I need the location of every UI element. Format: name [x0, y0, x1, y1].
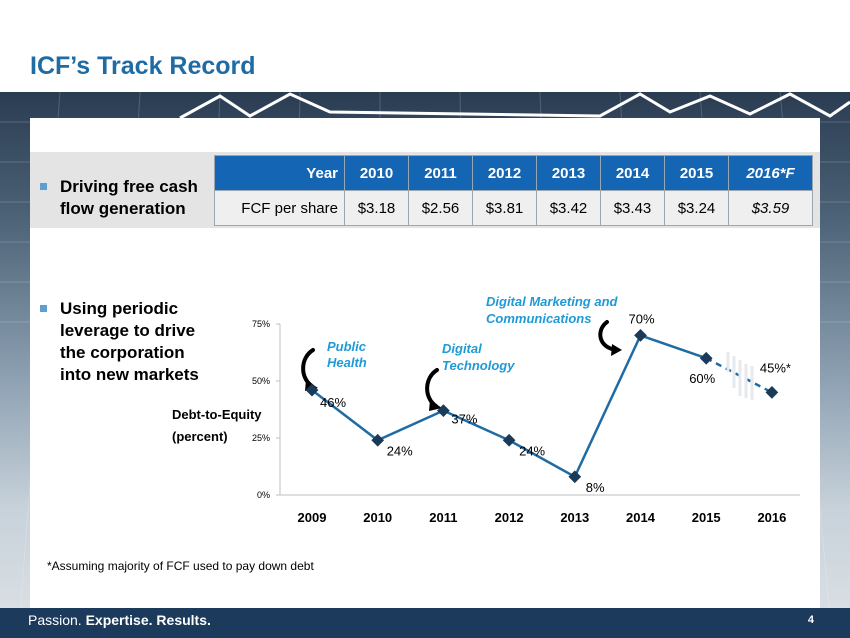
data-label: 24% — [519, 443, 545, 458]
data-point — [699, 351, 713, 365]
y-tick-label: 25% — [252, 433, 270, 443]
data-label: 45%* — [760, 360, 791, 375]
bullet-text: flow generation — [60, 199, 186, 218]
bullet-fcf: Driving free cash flow generation — [40, 176, 198, 220]
footer-word: Passion. — [28, 612, 82, 628]
annotation-public-health: Health — [327, 355, 367, 370]
data-point — [305, 383, 319, 397]
annotation-digital-marketing: Digital Marketing and — [486, 294, 619, 309]
data-point — [437, 404, 450, 418]
table-header-cell: 2012 — [472, 155, 537, 191]
bullet-leverage: Using periodic leverage to drive the cor… — [40, 298, 199, 386]
curved-arrow-icon — [425, 368, 439, 408]
footer-tagline: Passion. Expertise. Results. — [28, 612, 211, 628]
data-label: 60% — [689, 371, 715, 386]
footnote: *Assuming majority of FCF used to pay do… — [47, 559, 314, 573]
table-cell: $3.18 — [344, 190, 409, 226]
data-label: 37% — [451, 412, 477, 427]
table-cell: $3.42 — [536, 190, 601, 226]
y-tick-label: 50% — [252, 376, 270, 386]
slide-title: ICF’s Track Record — [30, 52, 256, 80]
table-header-cell: 2011 — [408, 155, 473, 191]
data-point — [568, 470, 582, 484]
data-point — [634, 329, 647, 342]
bullet-text: the corporation — [60, 343, 185, 362]
x-tick-label: 2012 — [495, 510, 524, 525]
data-point — [765, 386, 779, 399]
table-row: FCF per share $3.18 $2.56 $3.81 $3.42 $3… — [214, 190, 813, 226]
footer-bar — [0, 608, 850, 638]
table-cell: $3.81 — [472, 190, 537, 226]
data-label: 24% — [387, 443, 413, 458]
x-tick-label: 2015 — [692, 510, 721, 525]
annotation-digital-marketing: Communications — [486, 311, 591, 326]
arrowhead-icon — [611, 344, 622, 356]
x-tick-label: 2009 — [298, 510, 327, 525]
table-header-cell: 2010 — [344, 155, 409, 191]
page-number: 4 — [807, 614, 814, 626]
series-line-debt-equity — [311, 333, 707, 479]
x-tick-label: 2014 — [626, 510, 656, 525]
x-tick-label: 2011 — [429, 510, 457, 525]
bullet-text: leverage to drive — [60, 321, 196, 340]
bullet-text: Using periodic — [60, 299, 179, 318]
table-cell: $2.56 — [408, 190, 473, 226]
annotation-digital-technology: Digital — [442, 341, 482, 356]
table-cell: $3.43 — [600, 190, 665, 226]
footer-word: Expertise. — [85, 612, 153, 628]
y-axis-label-line: Debt-to-Equity — [172, 407, 262, 422]
table-header-cell: Year — [214, 155, 345, 191]
y-tick-label: 0% — [257, 490, 270, 500]
data-point — [502, 433, 516, 447]
bullet-square-icon — [40, 183, 47, 190]
table-cell: $3.59 — [728, 190, 813, 226]
arrowhead-icon — [429, 400, 442, 411]
y-tick-label: 75% — [252, 319, 270, 329]
table-header-cell: 2016*F — [728, 155, 813, 191]
footer-word: Results. — [156, 612, 211, 628]
table-header-row: Year 2010 2011 2012 2013 2014 2015 2016*… — [214, 155, 813, 191]
table-cell: $3.24 — [664, 190, 729, 226]
x-tick-label: 2016 — [757, 510, 786, 525]
table-header-cell: 2014 — [600, 155, 665, 191]
data-label: 70% — [629, 311, 655, 326]
table-header-cell: 2015 — [664, 155, 729, 191]
curved-arrow-icon — [301, 348, 315, 388]
fcf-table: Year 2010 2011 2012 2013 2014 2015 2016*… — [214, 155, 813, 226]
x-tick-label: 2013 — [560, 510, 589, 525]
x-tick-label: 2010 — [363, 510, 392, 525]
annotation-public-health: Public — [327, 339, 367, 354]
table-cell: FCF per share — [214, 190, 345, 226]
bullet-text: into new markets — [60, 365, 199, 384]
chart-y-axis-label: Debt-to-Equity (percent) — [172, 404, 262, 448]
data-point — [371, 433, 385, 447]
bullet-square-icon — [40, 305, 47, 312]
annotation-digital-technology: Technology — [442, 358, 515, 373]
y-axis-label-line: (percent) — [172, 429, 228, 444]
bullet-text: Driving free cash — [60, 177, 198, 196]
data-label: 8% — [586, 480, 605, 495]
data-label: 46% — [320, 395, 346, 410]
